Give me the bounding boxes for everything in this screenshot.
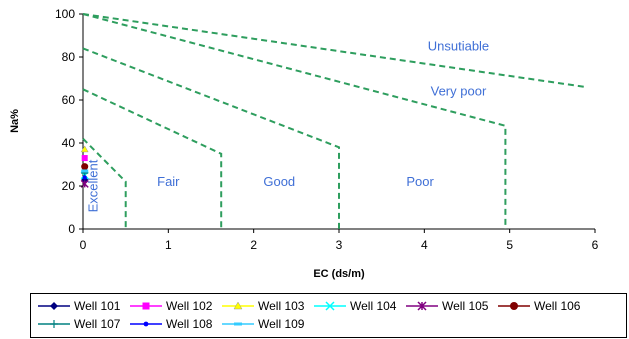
legend-swatch <box>38 320 70 328</box>
chart: Unsutiable Very poor Poor Good Fair Excellent… <box>9 7 599 280</box>
legend-item: Well 104 <box>313 297 396 315</box>
x-tick-label: 1 <box>165 238 172 252</box>
legend-item: Well 101 <box>37 297 120 315</box>
x-tick-label: 6 <box>592 238 599 252</box>
y-tick-label: 60 <box>62 93 76 107</box>
legend-swatch <box>130 321 162 327</box>
legend-item: Well 102 <box>129 297 212 315</box>
legend-label: Well 102 <box>166 299 213 313</box>
legend-marker <box>142 302 150 310</box>
data-points <box>80 145 89 188</box>
boundary-line <box>82 88 223 229</box>
data-point <box>80 145 89 153</box>
boundary-line <box>82 47 340 229</box>
legend-label: Well 105 <box>442 299 489 313</box>
legend-item: Well 106 <box>497 297 580 315</box>
legend-label: Well 107 <box>74 317 121 331</box>
y-tick-label: 80 <box>62 50 76 64</box>
legend-item: Well 109 <box>221 315 304 333</box>
data-point <box>81 155 88 162</box>
legend-marker <box>417 301 427 311</box>
legend-label: Well 101 <box>74 299 121 313</box>
region-label: Very poor <box>431 84 487 99</box>
legend-item: Well 107 <box>37 315 120 333</box>
data-point <box>81 163 89 171</box>
legend-label: Well 104 <box>350 299 397 313</box>
legend-label: Well 106 <box>534 299 581 313</box>
legend-swatch <box>314 301 346 311</box>
y-tick-label: 0 <box>68 222 75 236</box>
legend-swatch <box>222 301 254 310</box>
legend-item: Well 108 <box>129 315 212 333</box>
legend-marker <box>143 321 149 327</box>
y-axis-title: Na% <box>9 109 21 133</box>
legend: Well 101 Well 102 Well 103 Well 104 Well 105… <box>30 293 627 338</box>
x-tick-label: 4 <box>421 238 428 252</box>
legend-marker <box>50 302 58 310</box>
legend-item: Well 103 <box>221 297 304 315</box>
classification-boundaries <box>82 13 587 229</box>
legend-marker <box>234 322 242 326</box>
boundary-line <box>82 13 507 229</box>
legend-marker <box>50 320 58 328</box>
y-tick-label: 100 <box>55 7 75 21</box>
data-point <box>81 169 89 173</box>
boundary-line <box>82 137 127 229</box>
legend-swatch <box>222 322 254 326</box>
boundary-line <box>82 13 587 89</box>
region-label: Excellent <box>86 159 101 212</box>
legend-swatch <box>38 302 70 310</box>
legend-marker <box>325 301 335 311</box>
x-tick-label: 2 <box>250 238 257 252</box>
region-label: Fair <box>157 174 180 189</box>
legend-marker <box>233 301 243 310</box>
data-point <box>82 175 87 180</box>
region-label: Good <box>263 174 295 189</box>
legend-marker <box>510 302 518 310</box>
x-tick-label: 0 <box>80 238 87 252</box>
legend-label: Well 109 <box>258 317 305 331</box>
region-label: Poor <box>406 174 434 189</box>
legend-swatch <box>406 301 438 311</box>
x-tick-label: 3 <box>336 238 343 252</box>
region-labels: Unsutiable Very poor Poor Good Fair Excellent <box>86 39 490 213</box>
y-tick-label: 40 <box>62 136 76 150</box>
x-tick-label: 5 <box>506 238 513 252</box>
legend-swatch <box>498 302 530 310</box>
legend-item: Well 105 <box>405 297 488 315</box>
legend-label: Well 108 <box>166 317 213 331</box>
x-axis-title: EC (ds/m) <box>313 268 365 280</box>
legend-label: Well 103 <box>258 299 305 313</box>
legend-swatch <box>130 302 162 310</box>
region-label: Unsutiable <box>428 39 489 54</box>
y-tick-label: 20 <box>62 179 76 193</box>
